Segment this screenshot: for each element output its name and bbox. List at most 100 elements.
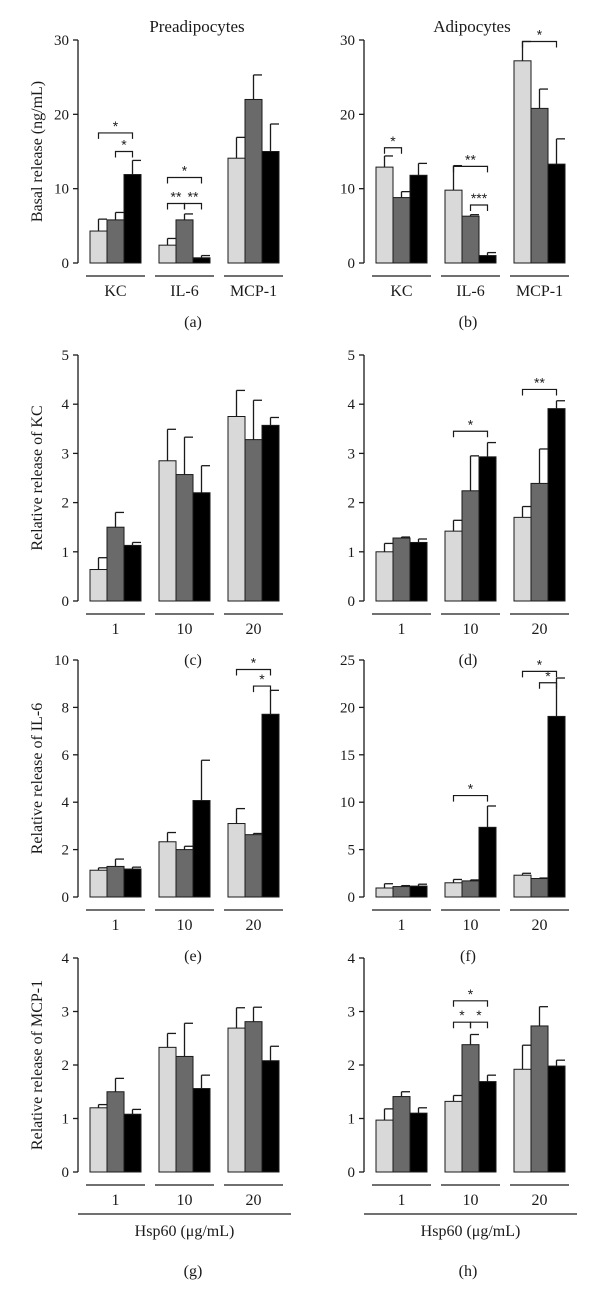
y-tick-label: 30 (54, 33, 69, 49)
y-tick-label: 2 (348, 1058, 356, 1074)
significance-bracket (235, 668, 272, 676)
y-tick-label: 1 (62, 1112, 70, 1128)
panel-label: (d) (459, 652, 478, 669)
y-tick-label: 5 (62, 348, 70, 364)
bar (392, 886, 411, 898)
significance-bracket (452, 430, 489, 438)
y-axis-label: Relative release of MCP-1 (29, 980, 46, 1150)
bar (123, 868, 142, 898)
bar (227, 1027, 246, 1173)
bar (244, 439, 263, 602)
bar (392, 197, 411, 264)
significance-bracket (469, 204, 489, 212)
y-tick-label: 4 (62, 397, 70, 413)
panel-label: (a) (184, 314, 202, 331)
significance-bracket (469, 1021, 489, 1029)
significance-bracket (452, 165, 489, 173)
category-label: 20 (532, 1192, 548, 1209)
significance-label: ** (171, 189, 182, 205)
bar (444, 882, 463, 898)
y-tick-label: 0 (348, 594, 356, 610)
bar (375, 551, 394, 602)
bar (547, 715, 566, 898)
y-tick-label: 5 (348, 843, 356, 859)
y-tick-label: 0 (348, 1165, 356, 1181)
bar (530, 878, 549, 898)
category-label: 10 (177, 917, 193, 934)
bar (244, 834, 263, 898)
significance-bracket (166, 176, 203, 184)
category-label: IL-6 (170, 283, 198, 300)
y-tick-label: 25 (340, 653, 355, 669)
y-tick-label: 0 (62, 594, 70, 610)
panel-label: (h) (459, 1263, 478, 1280)
bar (244, 1021, 263, 1173)
category-label: 10 (177, 1192, 193, 1209)
bar (158, 244, 177, 264)
y-tick-label: 2 (62, 1058, 70, 1074)
significance-bracket (97, 132, 134, 139)
y-tick-label: 15 (340, 748, 355, 764)
significance-label: * (468, 781, 474, 797)
significance-label: * (259, 671, 265, 687)
category-label: 20 (532, 621, 548, 638)
significance-bracket (452, 1000, 489, 1007)
significance-label: * (468, 986, 474, 1002)
significance-label: * (182, 163, 188, 179)
significance-label: * (545, 668, 551, 684)
panel-e: 0 2 4 6 8 10 Relative release of IL-6 1 10 20 ** (e… (29, 653, 283, 965)
category-label: 10 (463, 1192, 479, 1209)
category-label: 1 (398, 917, 406, 934)
significance-label: * (537, 26, 543, 42)
bar (409, 541, 428, 602)
y-tick-label: 10 (54, 182, 69, 198)
category-label: 20 (246, 1192, 262, 1209)
bar (530, 482, 549, 602)
y-tick-label: 0 (348, 256, 356, 272)
significance-label: ** (465, 151, 476, 167)
y-tick-label: 5 (348, 348, 356, 364)
bar (227, 823, 246, 898)
chart-title: Preadipocytes (149, 17, 244, 36)
category-label: MCP-1 (516, 283, 563, 300)
bar (261, 424, 280, 602)
y-tick-label: 20 (54, 107, 69, 123)
significance-label: ** (188, 189, 199, 205)
category-label: 1 (112, 1192, 120, 1209)
bar (261, 151, 280, 264)
y-tick-label: 10 (54, 653, 69, 669)
significance-label: * (121, 137, 127, 153)
bar (547, 408, 566, 602)
bar (158, 1046, 177, 1173)
bar (478, 255, 497, 264)
bar (158, 460, 177, 602)
bar (444, 189, 463, 264)
panel-label: (b) (459, 314, 478, 331)
y-tick-label: 30 (340, 33, 355, 49)
bar (175, 849, 194, 898)
y-tick-label: 0 (62, 1165, 70, 1181)
y-tick-label: 10 (340, 182, 355, 198)
bar (175, 474, 194, 602)
bar (175, 219, 194, 264)
significance-bracket (114, 150, 134, 158)
bar (89, 569, 108, 602)
panel-g: 0 1 2 3 4 Relative release of MCP-1 1 10 20 Hsp60… (29, 951, 291, 1280)
significance-label: * (251, 654, 257, 670)
bar (261, 1060, 280, 1173)
bar (123, 174, 142, 264)
bar (244, 98, 263, 264)
bar (192, 492, 211, 602)
y-tick-label: 20 (340, 107, 355, 123)
bar (106, 219, 125, 264)
bar (392, 1096, 411, 1173)
y-tick-label: 10 (340, 795, 355, 811)
bar (513, 516, 532, 602)
bar (375, 1119, 394, 1173)
y-tick-label: 3 (62, 1005, 70, 1021)
bar (89, 230, 108, 264)
y-tick-label: 3 (348, 1005, 356, 1021)
